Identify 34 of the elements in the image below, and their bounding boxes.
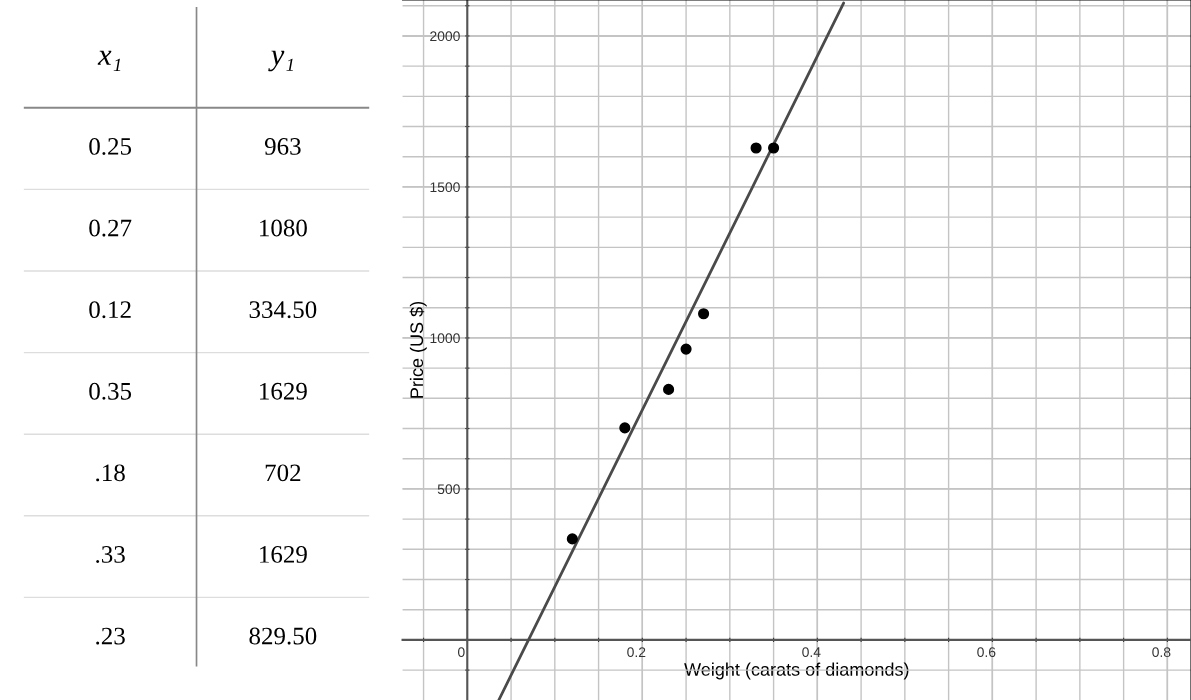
y-tick-label: 500	[437, 484, 460, 495]
text: 963	[264, 138, 301, 155]
x-tick-label: 0.4	[802, 647, 821, 658]
point	[680, 343, 692, 355]
category-label: y₁	[268, 50, 293, 72]
x-tick-label: 0	[457, 647, 465, 658]
text: 829.50	[249, 627, 317, 645]
text: 1629	[260, 546, 307, 563]
category-label: x₁	[97, 50, 121, 71]
y-axis-title: Price (US $)	[409, 301, 427, 398]
point	[750, 142, 762, 154]
text: .18	[96, 464, 125, 482]
x-tick-label: 0.8	[1152, 647, 1171, 658]
text: .23	[96, 627, 125, 645]
point	[566, 533, 578, 545]
point	[619, 422, 631, 434]
point	[768, 142, 780, 154]
text: 1080	[260, 219, 307, 237]
text: 0.25	[89, 137, 132, 155]
text: 0.27	[89, 219, 132, 237]
text: 0.35	[89, 382, 132, 400]
y-tick-label: 1000	[430, 333, 460, 344]
text: 0.12	[89, 301, 131, 319]
x-axis-title: Weight (carats of diamonds)	[684, 662, 909, 680]
text: 1629	[260, 382, 307, 400]
y-tick-label: 1500	[430, 182, 460, 193]
text: .33	[96, 546, 125, 563]
y-tick-label: 2000	[430, 31, 460, 42]
point	[663, 383, 675, 395]
text: 334.50	[249, 301, 317, 319]
x-tick-label: 0.6	[977, 647, 996, 658]
text: 702	[265, 464, 301, 482]
point	[698, 308, 710, 320]
x-tick-label: 0.2	[627, 647, 646, 658]
